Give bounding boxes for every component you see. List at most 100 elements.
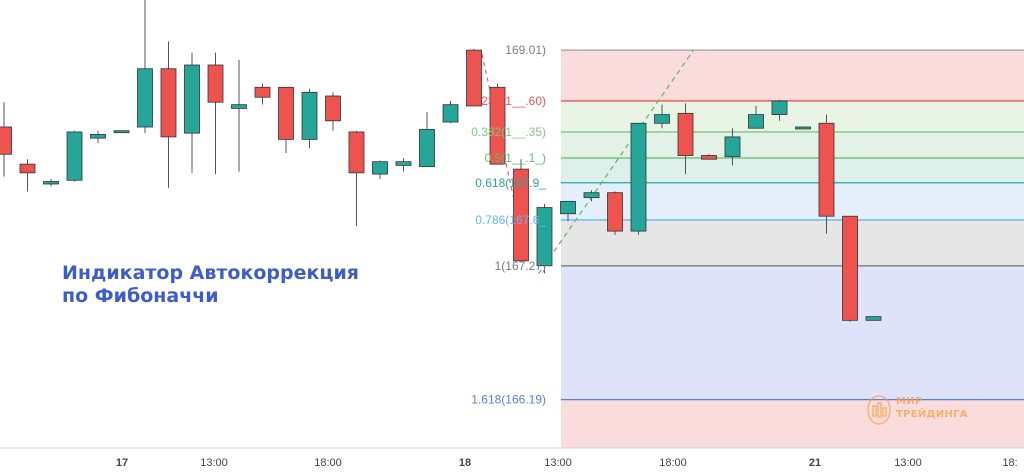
fib-zone-0.618 (561, 182, 1024, 220)
candle (748, 105, 764, 129)
fib-zone-1 (561, 265, 1024, 400)
candle-body (748, 114, 764, 129)
title-line-1: Индикатор Автокоррекция (62, 262, 360, 284)
candle (677, 103, 694, 175)
candle-body (466, 49, 482, 107)
candle (442, 100, 459, 124)
candle-body (254, 86, 271, 98)
candle (231, 60, 247, 172)
candle-body (372, 161, 388, 175)
x-tick-label: 13:00 (894, 457, 922, 469)
candle-body (513, 168, 529, 262)
candle (395, 157, 412, 172)
candle-body (43, 181, 59, 185)
candle (795, 126, 811, 130)
candle-body (325, 95, 341, 122)
candle (419, 112, 435, 168)
candle-body (865, 316, 882, 321)
candle (818, 114, 835, 234)
candle (865, 316, 882, 321)
candle-body (654, 114, 670, 124)
candle (160, 41, 177, 188)
candle (489, 83, 506, 165)
candle-body (231, 104, 247, 109)
candle (278, 86, 294, 154)
fib-label-0.236: 0.236(1__.60) (471, 94, 546, 108)
brand-watermark: МИР ТРЕЙДИНГА (866, 394, 986, 428)
candle-body (560, 200, 576, 215)
fib-zone-0.786 (561, 219, 1024, 266)
candle-body (66, 131, 83, 181)
trading-bars-icon (867, 395, 891, 425)
candle (607, 191, 623, 235)
candle (513, 159, 529, 263)
fib-label-top: 169.01) (505, 43, 546, 57)
candle (536, 203, 553, 274)
candle-body (419, 129, 435, 168)
candle-body (583, 192, 600, 199)
candle-body (90, 134, 106, 139)
candle-body (818, 122, 835, 217)
candle-body (630, 122, 647, 232)
x-tick-label: 18 (459, 457, 471, 469)
fib-zone-0.5 (561, 157, 1024, 183)
candle (372, 160, 388, 180)
candle (325, 92, 341, 131)
title-line-2: по Фибоначчи (62, 285, 219, 307)
candle (701, 154, 717, 160)
candle-body (348, 131, 365, 174)
candle (301, 88, 318, 149)
candle-body (607, 192, 623, 232)
x-tick-label: 18: (1002, 457, 1017, 469)
candle (842, 215, 858, 322)
candle (654, 104, 670, 129)
fib-zone-0.236 (561, 100, 1024, 132)
candle (466, 48, 482, 107)
candle-body (207, 64, 224, 103)
fib-label-0.786: 0.786(167.6_ (475, 213, 546, 227)
candle (630, 122, 647, 235)
candles (0, 0, 882, 322)
fib-trend-line (537, 49, 695, 275)
x-tick-label: 18:00 (314, 457, 342, 469)
fib-label-0.618: 0.618(167.9_ (475, 176, 546, 190)
x-tick-label: 13:00 (200, 457, 228, 469)
candle (560, 200, 576, 222)
candle-body (301, 91, 318, 140)
candle-body (278, 86, 294, 140)
x-tick-label: 21 (809, 457, 821, 469)
fib-zone-0.382 (561, 131, 1024, 158)
candle-body (0, 126, 12, 155)
chart-title: Индикатор Автокоррекция по Фибоначчи (62, 262, 359, 308)
candle (771, 99, 788, 121)
candle-body (536, 207, 553, 267)
watermark-line-1: МИР (896, 396, 923, 407)
fib-label-1.618: 1.618(166.19) (471, 393, 546, 407)
candle-body (701, 155, 717, 160)
candle (137, 0, 153, 134)
candle (19, 159, 36, 192)
x-tick-label: 17 (116, 457, 128, 469)
candle-body (489, 86, 506, 165)
candle-body (795, 126, 811, 130)
fib-label-1: 1(167.27) (495, 259, 546, 273)
candle-body (395, 161, 412, 166)
candle (348, 130, 365, 227)
candle-body (842, 215, 858, 321)
candle (0, 102, 12, 177)
candle (90, 130, 106, 144)
candle (724, 128, 741, 166)
candle-body (442, 104, 459, 123)
fib-connector-line (481, 54, 526, 250)
candle-body (677, 112, 694, 156)
candle-body (113, 130, 130, 134)
fib-label-0.382: 0.382(1__.35) (471, 125, 546, 139)
x-axis: 17 13:00 18:00 18 13:00 18:00 21 13:00 18: (0, 447, 1024, 469)
candle (184, 52, 200, 173)
watermark-line-2: ТРЕЙДИНГА (896, 409, 968, 420)
candle (583, 190, 600, 202)
fib-zone-1.618 (561, 399, 1024, 448)
candle (254, 83, 271, 105)
candle (207, 52, 224, 175)
